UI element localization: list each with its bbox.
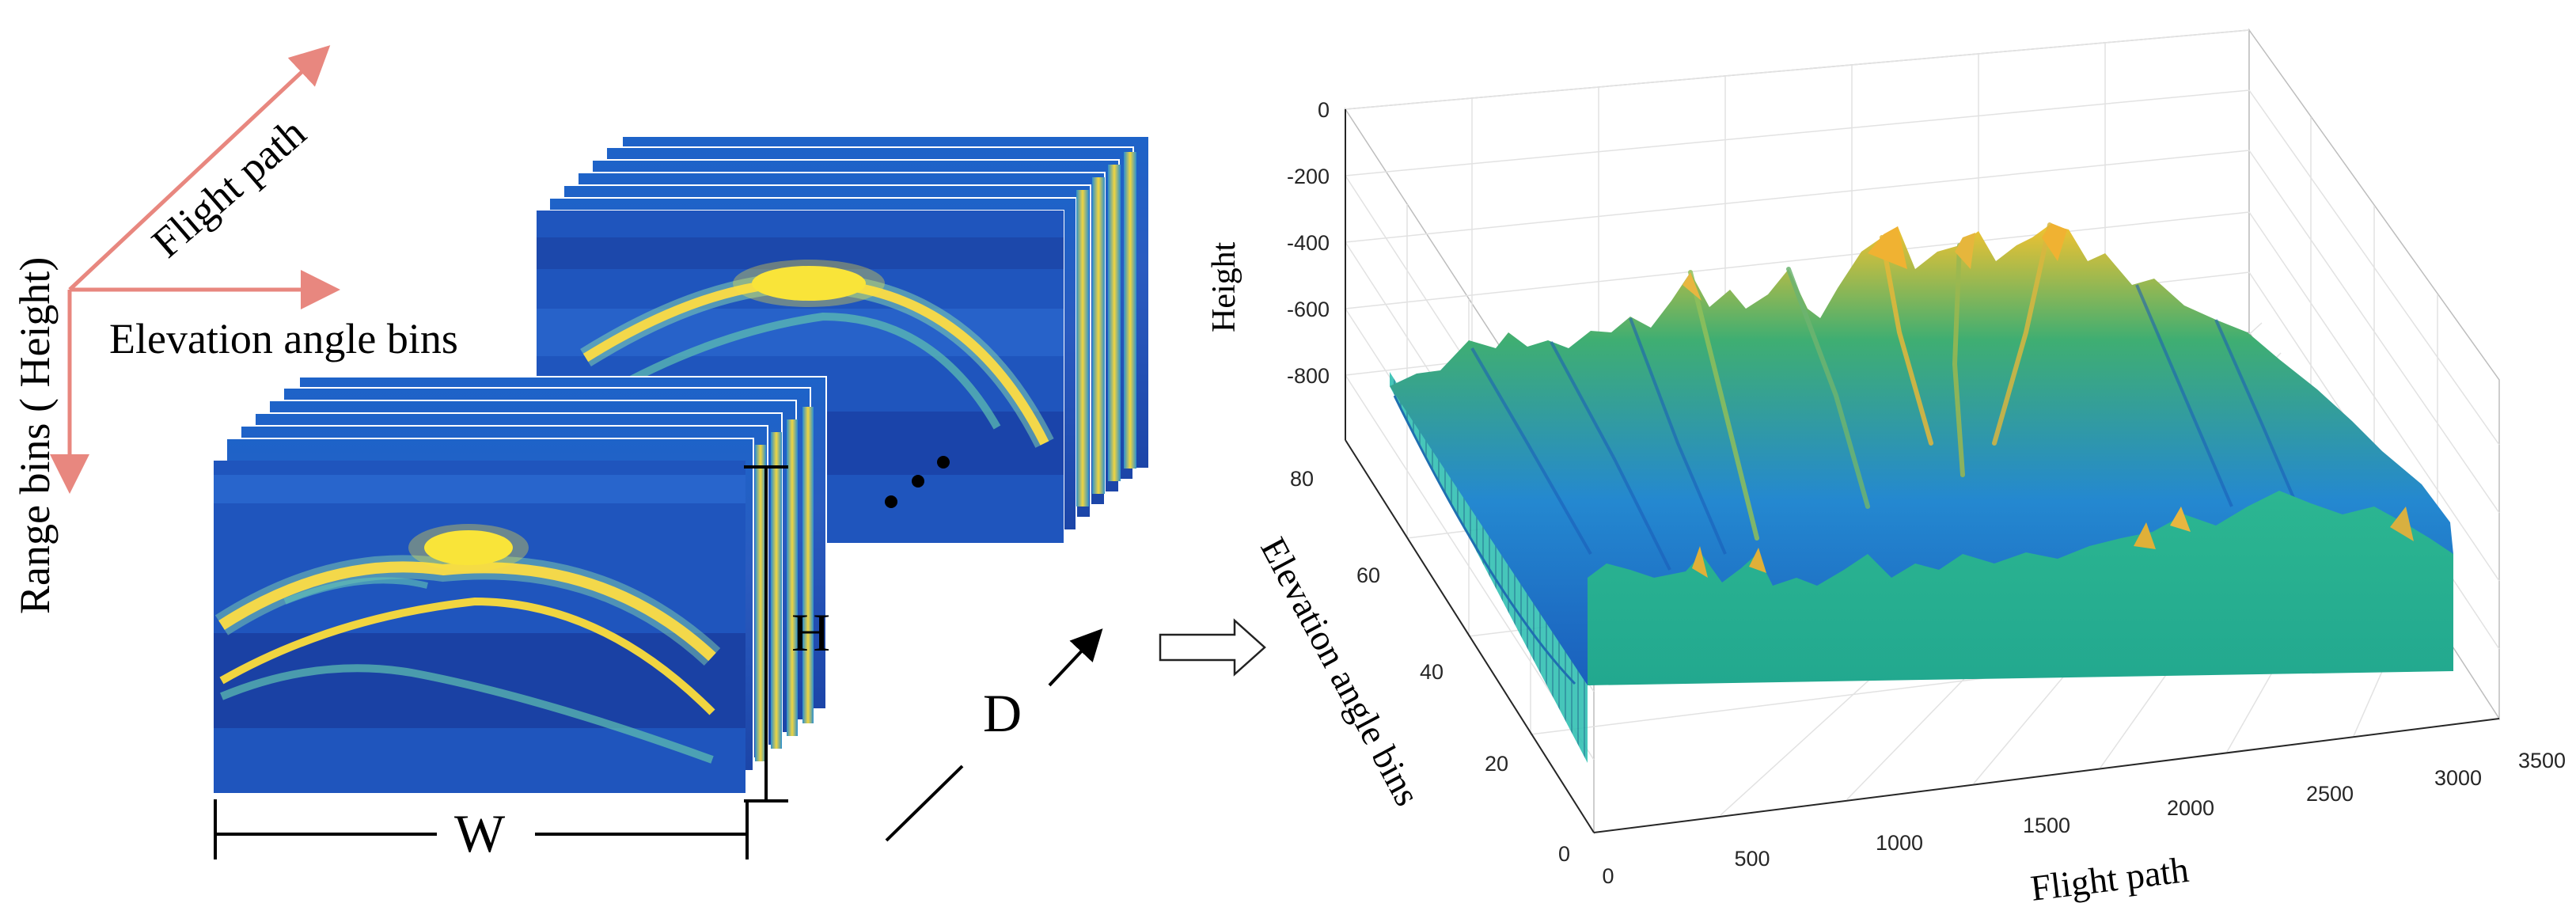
depth-line-low <box>885 765 964 842</box>
svg-text:40: 40 <box>1420 660 1444 684</box>
svg-text:0: 0 <box>1318 98 1330 122</box>
x-ticks: 0 500 1000 1500 2000 2500 3000 3500 <box>1602 749 2566 888</box>
svg-text:-400: -400 <box>1287 231 1330 255</box>
svg-text:20: 20 <box>1485 752 1508 776</box>
svg-text:1000: 1000 <box>1876 831 1923 855</box>
width-label: W <box>454 803 506 863</box>
left-axis-arrows <box>50 45 340 494</box>
svg-text:-600: -600 <box>1287 298 1330 321</box>
plot3d-axis-lines <box>1345 109 2500 833</box>
svg-text:2500: 2500 <box>2306 782 2354 806</box>
width-dimension <box>214 799 749 859</box>
svg-text:3000: 3000 <box>2434 766 2482 790</box>
depth-label: D <box>983 683 1022 743</box>
elevation-label: Elevation angle bins <box>109 315 458 362</box>
y-axis-title: Elevation angle bins <box>1253 531 1428 813</box>
continuation-dots <box>885 456 950 508</box>
z-ticks: 0 -200 -400 -600 -800 <box>1287 98 1330 388</box>
range-label: Range bins ( Height) <box>11 257 59 614</box>
svg-text:80: 80 <box>1290 467 1314 491</box>
depth-arrow-high <box>1048 628 1103 687</box>
flight-path-label: Flight path <box>143 108 315 267</box>
z-axis-title: Height <box>1206 241 1242 332</box>
x-axis-title: Flight path <box>2028 849 2191 909</box>
height-dimension <box>744 465 788 802</box>
front-slice <box>214 461 745 793</box>
svg-text:0: 0 <box>1558 842 1570 866</box>
svg-text:1500: 1500 <box>2023 814 2070 837</box>
svg-text:3500: 3500 <box>2518 749 2566 772</box>
flight-path-arrow <box>68 45 331 291</box>
terrain-surface <box>1390 222 2453 763</box>
svg-text:2000: 2000 <box>2167 796 2214 820</box>
svg-text:-800: -800 <box>1287 364 1330 388</box>
svg-text:60: 60 <box>1356 563 1380 587</box>
height-label: H <box>791 602 830 662</box>
transform-arrow-icon <box>1159 618 1266 677</box>
y-ticks: 80 60 40 20 0 <box>1290 467 1570 866</box>
svg-text:0: 0 <box>1602 864 1614 888</box>
svg-text:500: 500 <box>1734 847 1770 871</box>
svg-text:-200: -200 <box>1287 165 1330 188</box>
